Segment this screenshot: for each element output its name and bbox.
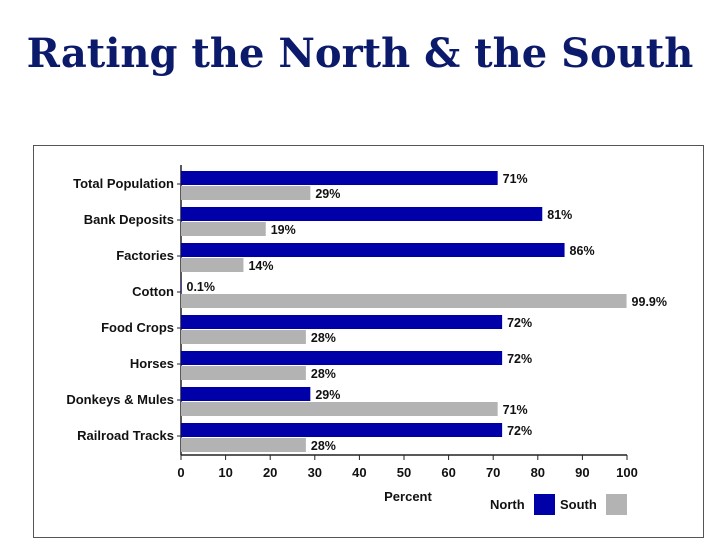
data-label-north-horses: 72% <box>507 352 532 366</box>
legend-label-south: South <box>560 497 597 512</box>
x-tick-label-100: 100 <box>616 465 638 480</box>
bar-south-factories <box>181 258 244 272</box>
bar-south-food-crops <box>181 330 306 344</box>
data-label-south-food-crops: 28% <box>311 331 336 345</box>
bar-south-horses <box>181 366 306 380</box>
data-label-north-donkeys-mules: 29% <box>315 388 340 402</box>
data-label-south-bank-deposits: 19% <box>271 223 296 237</box>
x-tick-label-70: 70 <box>486 465 500 480</box>
data-label-north-cotton: 0.1% <box>187 280 216 294</box>
data-label-south-factories: 14% <box>248 259 273 273</box>
bar-south-cotton <box>181 294 627 308</box>
x-tick-label-10: 10 <box>218 465 232 480</box>
category-label-cotton: Cotton <box>132 284 174 299</box>
bar-north-total-population <box>181 171 498 185</box>
category-label-food-crops: Food Crops <box>101 320 174 335</box>
bar-north-food-crops <box>181 315 503 329</box>
data-label-north-factories: 86% <box>570 244 595 258</box>
x-tick-label-30: 30 <box>308 465 322 480</box>
slide-title-text: Rating the North & the South <box>26 30 694 77</box>
bar-north-cotton <box>181 279 182 293</box>
category-label-factories: Factories <box>116 248 174 263</box>
bar-south-bank-deposits <box>181 222 266 236</box>
x-tick-label-50: 50 <box>397 465 411 480</box>
data-label-south-total-population: 29% <box>315 187 340 201</box>
data-label-north-railroad-tracks: 72% <box>507 424 532 438</box>
category-label-donkeys-mules: Donkeys & Mules <box>66 392 174 407</box>
data-label-north-bank-deposits: 81% <box>547 208 572 222</box>
data-label-south-cotton: 99.9% <box>632 295 667 309</box>
bar-south-railroad-tracks <box>181 438 306 452</box>
bar-south-total-population <box>181 186 311 200</box>
data-label-south-donkeys-mules: 71% <box>503 403 528 417</box>
bar-north-factories <box>181 243 565 257</box>
data-label-south-horses: 28% <box>311 367 336 381</box>
slide-title: Rating the North & the South <box>0 28 720 80</box>
bar-north-donkeys-mules <box>181 387 311 401</box>
x-tick-label-40: 40 <box>352 465 366 480</box>
data-label-south-railroad-tracks: 28% <box>311 439 336 453</box>
category-label-horses: Horses <box>130 356 174 371</box>
bar-north-horses <box>181 351 503 365</box>
x-tick-label-80: 80 <box>531 465 545 480</box>
legend-swatch-north <box>534 494 555 515</box>
category-label-railroad-tracks: Railroad Tracks <box>77 428 174 443</box>
x-tick-label-0: 0 <box>177 465 184 480</box>
x-tick-label-60: 60 <box>441 465 455 480</box>
x-axis-label: Percent <box>384 489 432 504</box>
category-label-bank-deposits: Bank Deposits <box>84 212 174 227</box>
data-label-north-total-population: 71% <box>503 172 528 186</box>
x-tick-label-90: 90 <box>575 465 589 480</box>
bar-north-bank-deposits <box>181 207 543 221</box>
legend-label-north: North <box>490 497 525 512</box>
bar-south-donkeys-mules <box>181 402 498 416</box>
bar-north-railroad-tracks <box>181 423 503 437</box>
category-label-total-population: Total Population <box>73 176 174 191</box>
legend-swatch-south <box>606 494 627 515</box>
x-tick-label-20: 20 <box>263 465 277 480</box>
data-label-north-food-crops: 72% <box>507 316 532 330</box>
